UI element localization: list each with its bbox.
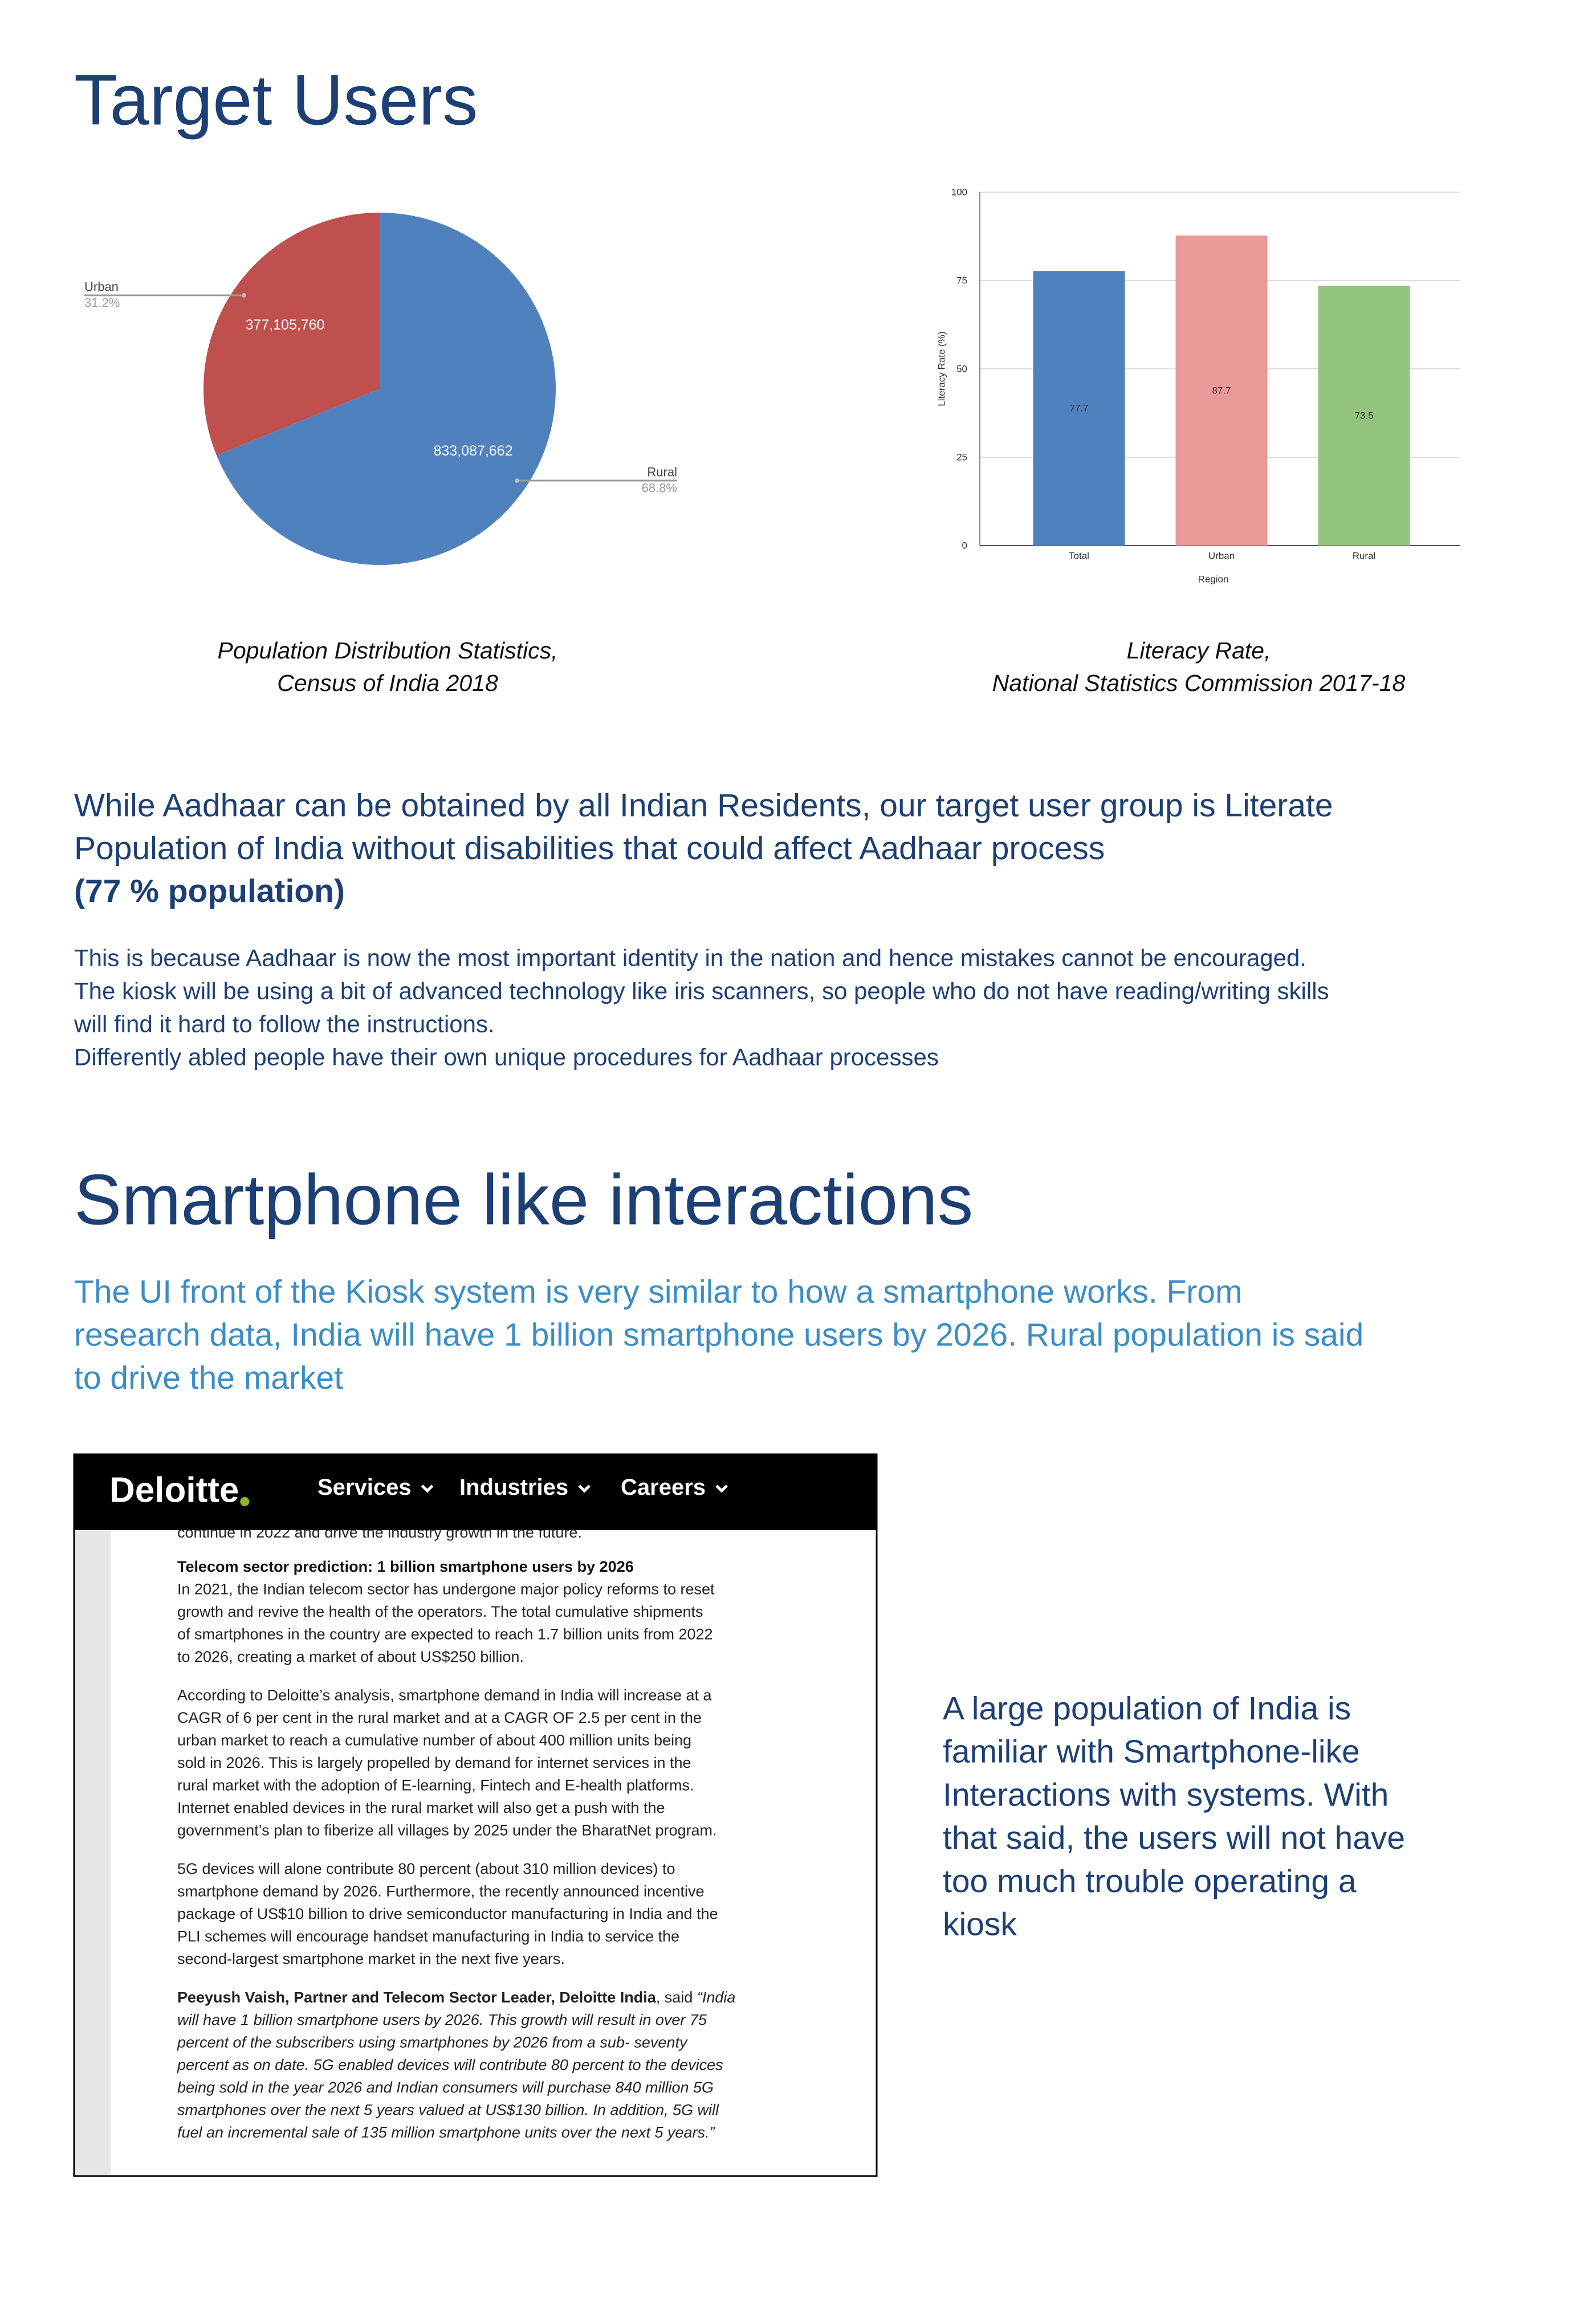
- side-note: Interactions with systems. With: [943, 1776, 1389, 1813]
- quote-line: being sold in the year 2026 and Indian c…: [177, 2079, 714, 2096]
- x-tick-label: Urban: [1208, 551, 1235, 562]
- chart-caption: Literacy Rate,: [1127, 637, 1271, 664]
- bar: [1033, 271, 1125, 546]
- bar-value-label: 87.7: [1212, 385, 1231, 396]
- site-logo: Deloitte: [109, 1471, 239, 1510]
- leader-dot: [515, 478, 519, 483]
- section-intro: research data, India will have 1 billion…: [74, 1317, 1363, 1353]
- site-header: [74, 1454, 877, 1530]
- article-line: package of US$10 billion to drive semico…: [177, 1905, 718, 1922]
- legend-label: Rural: [647, 465, 677, 479]
- article-line: PLI schemes will encourage handset manuf…: [177, 1928, 679, 1945]
- article-line: growth and revive the health of the oper…: [177, 1603, 703, 1620]
- logo-dot: [240, 1497, 250, 1506]
- target-emphasis: (77 % population): [74, 873, 345, 909]
- target-detail: Differently abled people have their own …: [74, 1044, 939, 1071]
- quote-text: “India: [697, 1989, 736, 2006]
- percent-label: 68.8%: [642, 481, 677, 495]
- slice-value-label: 833,087,662: [433, 443, 512, 459]
- article-screenshot: continue in 2022 and drive the industry …: [73, 1453, 878, 2177]
- article-line: second-largest smartphone market in the …: [177, 1950, 565, 1967]
- quote-said: , said: [656, 1989, 697, 2006]
- target-detail: This is because Aadhaar is now the most …: [74, 945, 1306, 971]
- article-line: According to Deloitte’s analysis, smartp…: [177, 1687, 712, 1704]
- section-intro: The UI front of the Kiosk system is very…: [74, 1274, 1242, 1310]
- article-line: to 2026, creating a market of about US$2…: [177, 1648, 524, 1665]
- target-detail: The kiosk will be using a bit of advance…: [74, 978, 1329, 1005]
- article-line: rural market with the adoption of E-lear…: [177, 1777, 694, 1794]
- nav-chevron: [715, 1485, 728, 1493]
- x-tick-label: Rural: [1353, 551, 1376, 562]
- target-detail: will find it hard to follow the instruct…: [74, 1011, 495, 1038]
- percent-label: 31.2%: [84, 296, 120, 310]
- y-tick-label: 0: [962, 540, 967, 551]
- quote-line: percent as on date. 5G enabled devices w…: [177, 2056, 723, 2073]
- chart-caption: National Statistics Commission 2017-18: [992, 670, 1406, 696]
- page-title: Target Users: [74, 61, 478, 140]
- target-statement: Population of India without disabilities…: [74, 830, 1105, 867]
- side-note: kiosk: [943, 1906, 1017, 1943]
- leader-dot: [242, 293, 246, 298]
- article-line: of smartphones in the country are expect…: [177, 1626, 713, 1643]
- article-line: government’s plan to fiberize all villag…: [177, 1822, 717, 1839]
- side-strip: [74, 1530, 111, 2176]
- article-heading: Telecom sector prediction: 1 billion sma…: [177, 1558, 634, 1575]
- section-intro: to drive the market: [74, 1360, 343, 1396]
- side-note: A large population of India is: [943, 1690, 1351, 1727]
- bar: [1175, 235, 1268, 546]
- quote-line: fuel an incremental sale of 135 million …: [177, 2124, 715, 2141]
- article-line: smartphone demand by 2026. Furthermore, …: [177, 1883, 705, 1900]
- article-line: CAGR of 6 per cent in the rural market a…: [177, 1709, 702, 1726]
- slice-value-label: 377,105,760: [245, 317, 324, 333]
- article-line: In 2021, the Indian telecom sector has u…: [177, 1581, 715, 1598]
- y-axis-title: Literacy Rate (%): [937, 331, 947, 406]
- article-line: Internet enabled devices in the rural ma…: [177, 1799, 665, 1816]
- side-note: familiar with Smartphone-like: [943, 1734, 1360, 1770]
- bar-value-label: 77.7: [1069, 403, 1088, 414]
- pie-slice: [203, 213, 380, 456]
- section-title: Smartphone like interactions: [74, 1161, 973, 1240]
- article-line: sold in 2026. This is largely propelled …: [177, 1754, 691, 1771]
- screenshot-background: [74, 1454, 877, 2176]
- chart-caption: Census of India 2018: [277, 670, 498, 696]
- chart-caption: Population Distribution Statistics,: [217, 637, 557, 664]
- y-tick-label: 75: [956, 275, 967, 286]
- nav-chevron: [578, 1485, 591, 1493]
- quote-line: will have 1 billion smartphone users by …: [177, 2011, 707, 2028]
- nav-item[interactable]: Careers: [621, 1475, 706, 1500]
- bar: [1318, 286, 1410, 546]
- target-statement: While Aadhaar can be obtained by all Ind…: [74, 787, 1333, 824]
- y-tick-label: 25: [956, 452, 967, 463]
- x-tick-label: Total: [1069, 551, 1089, 562]
- quote-first-line: Peeyush Vaish, Partner and Telecom Secto…: [177, 1989, 735, 2006]
- side-note: that said, the users will not have: [943, 1820, 1405, 1856]
- article-line: urban market to reach a cumulative numbe…: [177, 1732, 691, 1749]
- y-tick-label: 100: [951, 187, 967, 198]
- y-tick-label: 50: [956, 364, 967, 375]
- nav-item[interactable]: Services: [317, 1475, 412, 1500]
- quote-line: smartphones over the next 5 years valued…: [177, 2101, 719, 2118]
- screenshot-border: [73, 1453, 878, 2177]
- quote-author: Peeyush Vaish, Partner and Telecom Secto…: [177, 1989, 657, 2006]
- legend-label: Urban: [84, 280, 119, 294]
- nav-chevron: [421, 1485, 434, 1493]
- x-axis-title: Region: [1198, 574, 1229, 585]
- article-line: 5G devices will alone contribute 80 perc…: [177, 1860, 675, 1877]
- pie-slice: [216, 213, 556, 565]
- side-note: too much trouble operating a: [943, 1863, 1357, 1900]
- nav-item[interactable]: Industries: [459, 1475, 568, 1500]
- bar-value-label: 73.5: [1354, 410, 1373, 421]
- quote-line: percent of the subscribers using smartph…: [177, 2034, 688, 2051]
